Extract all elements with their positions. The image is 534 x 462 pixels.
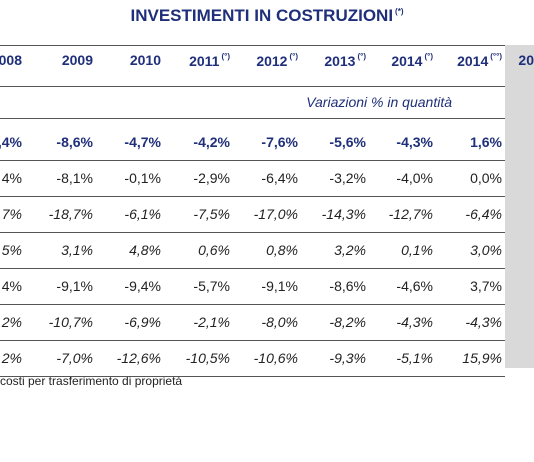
table-cell: -12,6% (116, 350, 161, 366)
table-cell: -9,1% (261, 278, 298, 294)
column-header: 2013 (°) (324, 52, 366, 69)
table-cell: -9,4% (124, 278, 161, 294)
header-year: 20 (518, 52, 534, 68)
table-cell: -9,3% (329, 350, 366, 366)
column-header: 2014 (°) (391, 52, 433, 69)
table-cell: -6,4% (465, 206, 502, 222)
table-cell: 3,0% (470, 242, 502, 258)
table-cell: -4,6% (396, 278, 433, 294)
table-cell: -12,7% (388, 206, 433, 222)
highlight-column (505, 45, 534, 368)
column-header: 2011 (°) (189, 52, 230, 69)
header-note: (°) (221, 52, 230, 61)
header-note: (°) (357, 52, 366, 61)
table-cell: 0,1% (401, 242, 433, 258)
table-cell: -6,4% (261, 170, 298, 186)
table-cell: 4% (1, 278, 22, 294)
table-cell: -5,1% (396, 350, 433, 366)
rule (0, 86, 505, 87)
column-header: 2014 (°°) (457, 52, 502, 69)
table-cell: -7,5% (193, 206, 230, 222)
title-note: (*) (395, 7, 404, 16)
table-cell: 3,1% (61, 242, 93, 258)
column-header: 2009 (62, 52, 93, 68)
footnote: costi per trasferimento di proprietà (0, 374, 183, 388)
table-cell: -4,0% (396, 170, 433, 186)
table-cell: -4,7% (124, 134, 161, 150)
table-cell: -8,6% (329, 278, 366, 294)
table-cell: -4,3% (396, 134, 433, 150)
header-year: 2012 (256, 53, 288, 69)
header-year: 2011 (189, 53, 220, 69)
rule (0, 232, 505, 233)
table-cell: -2,1% (193, 314, 230, 330)
table-cell: 2% (1, 314, 22, 330)
rule (0, 268, 505, 269)
table-cell: -14,3% (321, 206, 366, 222)
table-cell: -5,7% (193, 278, 230, 294)
header-year: 2009 (61, 52, 93, 68)
table-cell: 0,6% (198, 242, 230, 258)
table-cell: 3,7% (470, 278, 502, 294)
table-cell: 0,0% (470, 170, 502, 186)
column-header: 2012 (°) (256, 52, 298, 69)
table-cell: -2,9% (193, 170, 230, 186)
header-year: 2014 (457, 53, 489, 69)
table-cell: 1,6% (470, 134, 502, 150)
title: INVESTIMENTI IN COSTRUZIONI (*) (0, 6, 534, 26)
table-cell: -4,2% (193, 134, 230, 150)
table-cell: 4,8% (129, 242, 161, 258)
table-cell: ,4% (0, 134, 22, 150)
header-note: (°°) (490, 52, 502, 61)
table-cell: 0,8% (266, 242, 298, 258)
column-header: 008 (0, 52, 22, 68)
rule (0, 118, 505, 119)
table-cell: -10,6% (253, 350, 298, 366)
table-cell: 15,9% (462, 350, 502, 366)
subtitle: Variazioni % in quantità (306, 94, 452, 110)
table-cell: -8,6% (56, 134, 93, 150)
title-text: INVESTIMENTI IN COSTRUZIONI (130, 6, 394, 25)
column-header: 20 (518, 52, 534, 68)
rule (0, 304, 505, 305)
table-cell: -10,5% (185, 350, 230, 366)
table-cell: -7,6% (261, 134, 298, 150)
table-cell: -17,0% (253, 206, 298, 222)
table-cell: -0,1% (124, 170, 161, 186)
rule (0, 160, 505, 161)
table-cell: -7,0% (56, 350, 93, 366)
header-year: 2014 (391, 53, 423, 69)
table-cell: -9,1% (56, 278, 93, 294)
table-cell: 3,2% (334, 242, 366, 258)
table-cell: -4,3% (465, 314, 502, 330)
table-cell: -8,0% (261, 314, 298, 330)
header-year: 008 (0, 52, 22, 68)
header-year: 2010 (129, 52, 161, 68)
table-cell: -18,7% (48, 206, 93, 222)
table-cell: -10,7% (48, 314, 93, 330)
rule (0, 45, 505, 46)
table-cell: -4,3% (396, 314, 433, 330)
table-cell: 2% (1, 350, 22, 366)
table-cell: -6,1% (124, 206, 161, 222)
table-cell: 5% (1, 242, 22, 258)
rule (0, 196, 505, 197)
header-year: 2013 (324, 53, 356, 69)
rule (0, 376, 505, 377)
column-header: 2010 (130, 52, 161, 68)
header-note: (°) (289, 52, 298, 61)
rule (0, 340, 505, 341)
header-note: (°) (424, 52, 433, 61)
table-cell: -8,2% (329, 314, 366, 330)
table-cell: -5,6% (329, 134, 366, 150)
table-cell: 4% (1, 170, 22, 186)
table-cell: -8,1% (56, 170, 93, 186)
table-cell: 7% (1, 206, 22, 222)
table-cell: -6,9% (124, 314, 161, 330)
table-cell: -3,2% (329, 170, 366, 186)
